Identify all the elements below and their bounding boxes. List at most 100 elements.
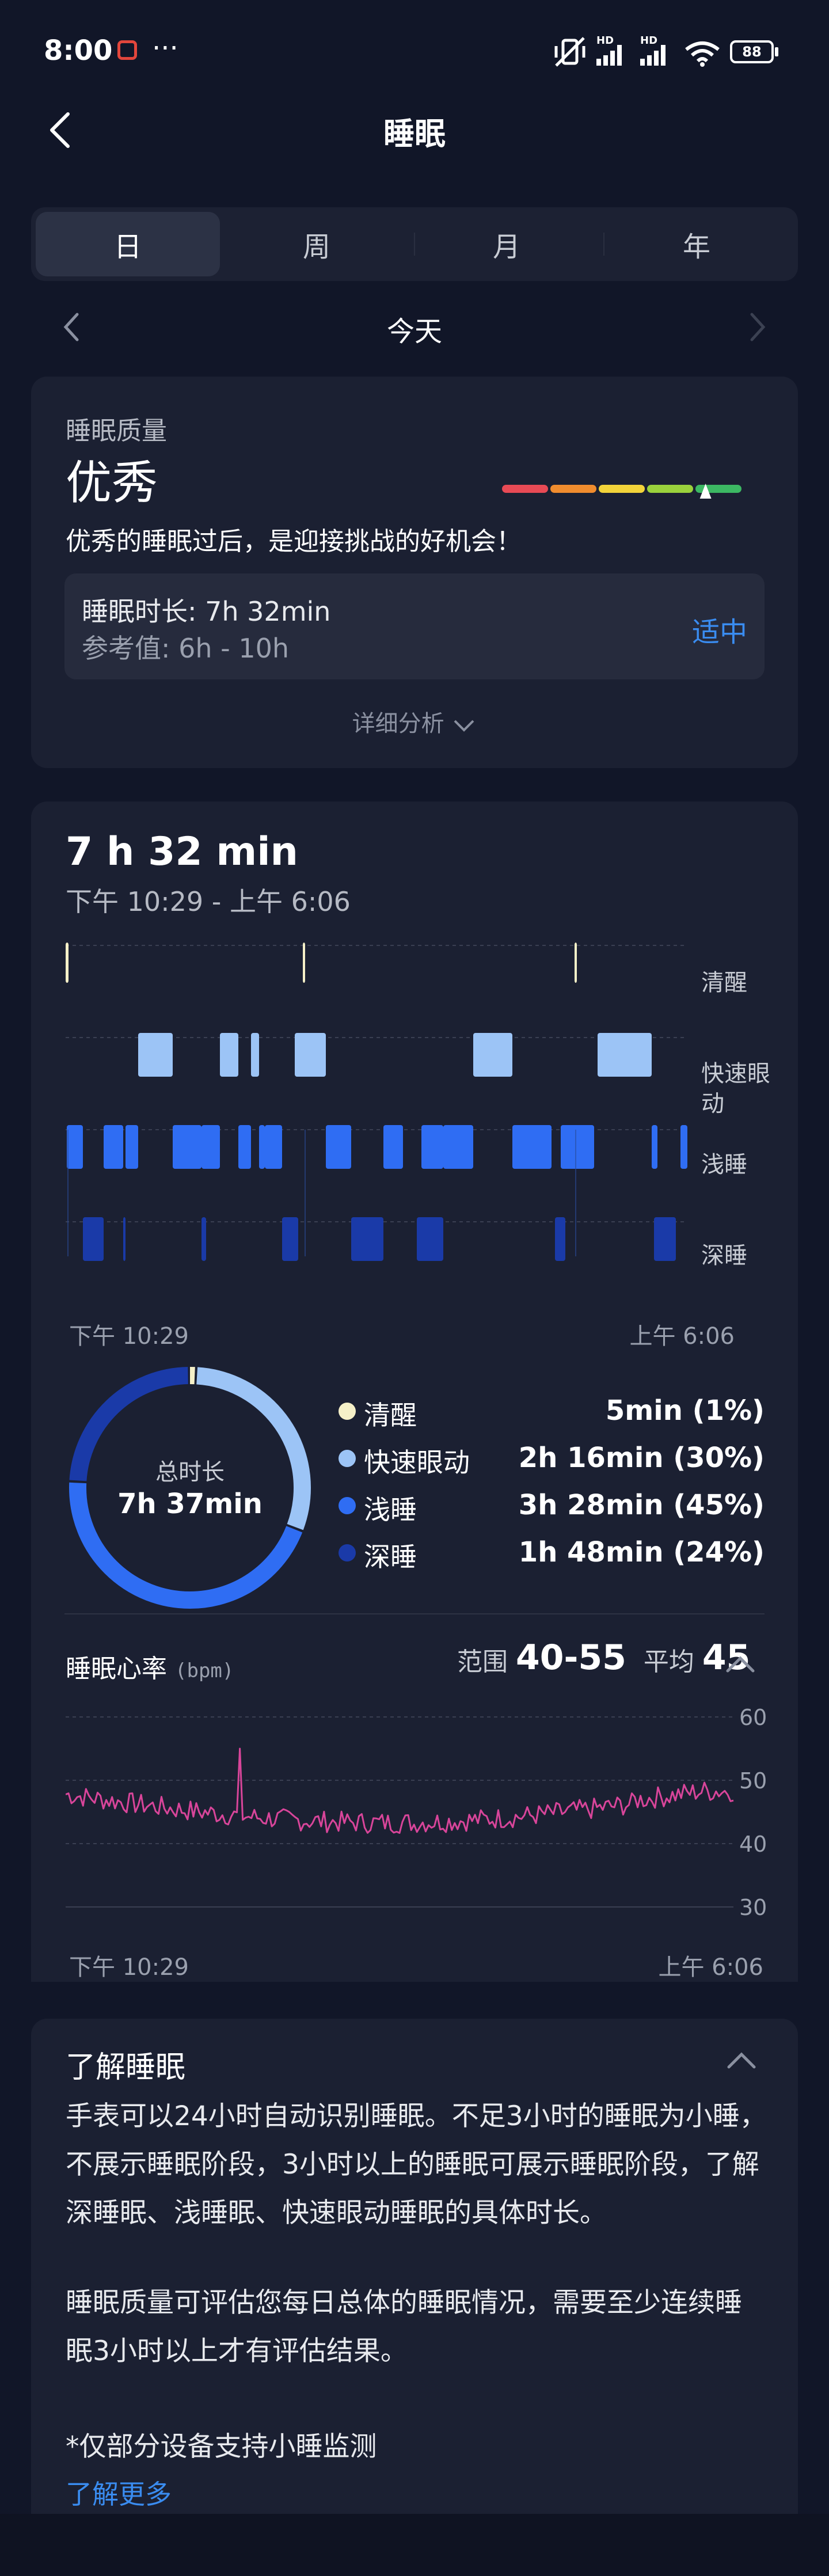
- avg-label: 平均: [643, 1647, 694, 1677]
- stage-bar-light: [326, 1125, 351, 1169]
- section-divider: [64, 1613, 765, 1614]
- stage-bar-light: [201, 1125, 220, 1169]
- stage-bar-rem: [138, 1033, 173, 1077]
- stage-bar-awake: [575, 943, 577, 983]
- status-bar: 8:00 ··· HD HD 88: [0, 0, 829, 104]
- heart-rate-title: 睡眠心率 (bpm): [66, 1648, 234, 1685]
- hr-y-tick: 50: [739, 1768, 767, 1794]
- quality-scale-segment: [502, 485, 548, 493]
- quality-scale-marker: [699, 484, 712, 499]
- signal-icon-1: [596, 45, 622, 66]
- bottom-edge: [0, 2514, 829, 2576]
- page-title: 睡眠: [383, 116, 446, 152]
- about-sleep-card: 了解睡眠 手表可以24小时自动识别睡眠。不足3小时的睡眠为小睡，不展示睡眠阶段，…: [31, 2019, 798, 2514]
- stage-bar-light: [238, 1125, 251, 1169]
- sleep-total: 7 h 32 min: [66, 829, 298, 875]
- legend-name-light: 浅睡: [364, 1494, 417, 1525]
- stage-bar-rem: [473, 1033, 512, 1077]
- stage-label-awake: 清醒: [701, 970, 747, 996]
- legend-dot-awake: [339, 1403, 356, 1420]
- battery-level: 88: [742, 44, 762, 60]
- duration-box: 睡眠时长: 7h 32min 参考值: 6h - 10h 适中: [64, 573, 765, 679]
- quality-rating: 优秀: [66, 456, 158, 510]
- hr-y-tick: 40: [739, 1832, 767, 1857]
- stage-bar-light: [512, 1125, 552, 1169]
- period-tabs: 日 周 月 年: [31, 207, 798, 281]
- stage-bar-rem: [598, 1033, 652, 1077]
- legend-dot-rem: [339, 1450, 356, 1467]
- hr-y-tick: 30: [739, 1895, 767, 1920]
- heart-rate-unit: (bpm): [175, 1659, 234, 1682]
- stage-x-start: 下午 10:29: [69, 1323, 189, 1350]
- signal-icon-2: [640, 45, 666, 66]
- heart-rate-summary: 范围 40-55 平均 45: [457, 1637, 750, 1678]
- hr-line: [66, 1747, 734, 1834]
- stage-bar-light: [652, 1125, 657, 1169]
- range-label: 范围: [457, 1647, 508, 1677]
- detail-analysis-label: 详细分析: [352, 711, 444, 737]
- tab-year[interactable]: 年: [682, 231, 710, 263]
- sleep-range: 下午 10:29 - 上午 6:06: [66, 886, 351, 917]
- collapse-about-button[interactable]: [724, 2049, 759, 2072]
- tab-month[interactable]: 月: [492, 231, 520, 263]
- stage-label-light: 浅睡: [701, 1152, 747, 1178]
- stage-bar-deep: [417, 1217, 443, 1261]
- wifi-icon: [685, 41, 720, 67]
- legend-dot-light: [339, 1497, 356, 1514]
- stage-bar-deep: [555, 1217, 565, 1261]
- stage-bar-light: [265, 1125, 282, 1169]
- stage-bar-awake: [66, 943, 69, 983]
- stage-bar-awake: [303, 943, 305, 983]
- heart-rate-chart: 60 50 40 30: [66, 1705, 767, 1920]
- stage-bar-light: [421, 1125, 443, 1169]
- battery-icon: 88: [730, 40, 774, 63]
- tab-week[interactable]: 周: [302, 231, 330, 263]
- donut-segment-0: [69, 1367, 311, 1609]
- about-paragraph-2: 睡眠质量可评估您每日总体的睡眠情况，需要至少连续睡眠3小时以上才有评估结果。: [66, 2287, 742, 2367]
- quality-scale-segment: [695, 485, 741, 493]
- about-title: 了解睡眠: [66, 2050, 186, 2085]
- legend-name-rem: 快速眼动: [364, 1447, 470, 1478]
- stage-bar-light: [259, 1125, 265, 1169]
- legend-value-light: 3h 28min (45%): [518, 1489, 765, 1521]
- quality-message: 优秀的睡眠过后，是迎接挑战的好机会！: [66, 527, 522, 556]
- date-label: 今天: [386, 316, 442, 348]
- back-button[interactable]: [46, 109, 75, 151]
- duration-status: 适中: [691, 616, 747, 648]
- stage-label-rem: 快速眼: [701, 1061, 770, 1087]
- stage-bar-light: [173, 1125, 201, 1169]
- stage-bar-light: [443, 1125, 473, 1169]
- stage-bar-deep: [123, 1217, 126, 1261]
- stage-bar-light: [383, 1125, 403, 1169]
- learn-more-link[interactable]: 了解更多: [66, 2479, 172, 2510]
- next-day-button[interactable]: [747, 311, 768, 343]
- previous-day-button[interactable]: [61, 311, 82, 343]
- reference-text: 参考值: 6h - 10h: [82, 633, 290, 664]
- vibrate-mute-icon: [554, 37, 585, 67]
- stage-bar-deep: [201, 1217, 206, 1261]
- detail-analysis-link[interactable]: 详细分析: [31, 705, 798, 738]
- quality-scale-segment: [599, 485, 645, 493]
- stage-bar-light: [126, 1125, 138, 1169]
- collapse-heart-rate-button[interactable]: [723, 1652, 758, 1675]
- stage-bar-rem: [295, 1033, 326, 1077]
- tab-separator: [414, 233, 415, 256]
- donut-segment-2: [69, 1367, 311, 1609]
- status-time: 8:00: [44, 35, 113, 67]
- hd-label-2: HD: [640, 35, 658, 47]
- sleep-donut-chart: [69, 1367, 311, 1609]
- quality-heading: 睡眠质量: [66, 416, 167, 446]
- legend-value-deep: 1h 48min (24%): [518, 1536, 765, 1568]
- stage-label-rem-2: 动: [701, 1091, 724, 1117]
- stage-bar-deep: [282, 1217, 298, 1261]
- donut-label: 总时长: [155, 1459, 225, 1485]
- hr-y-tick: 60: [739, 1705, 767, 1730]
- chevron-down-icon: [454, 720, 474, 732]
- more-notifications-icon: ···: [152, 32, 178, 64]
- stage-bar-deep: [351, 1217, 383, 1261]
- about-note: *仅部分设备支持小睡监测: [66, 2431, 377, 2463]
- stage-label-deep: 深睡: [701, 1243, 747, 1269]
- stage-bar-deep: [83, 1217, 104, 1261]
- duration-text: 睡眠时长: 7h 32min: [82, 596, 331, 627]
- tab-day[interactable]: 日: [36, 212, 220, 276]
